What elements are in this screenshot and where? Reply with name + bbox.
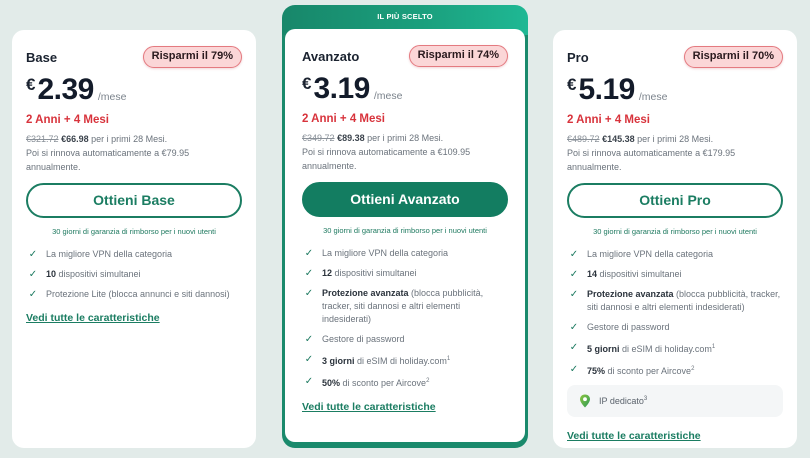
- dedicated-ip-addon: IP dedicato3: [567, 385, 783, 417]
- checkmark-icon: ✓: [569, 322, 579, 333]
- checkmark-icon: ✓: [304, 354, 314, 365]
- checkmark-icon: ✓: [28, 269, 38, 280]
- billing-description: €489.72 €145.38 per i primi 28 Mesi. Poi…: [567, 132, 783, 174]
- checkmark-icon: ✓: [569, 269, 579, 280]
- feature-item: ✓ 14 dispositivi simultanei: [567, 268, 783, 281]
- checkmark-icon: ✓: [304, 288, 314, 299]
- checkmark-icon: ✓: [28, 289, 38, 300]
- feature-item: ✓ Protezione avanzata (blocca pubblicità,…: [302, 287, 508, 326]
- feature-list: ✓ La migliore VPN della categoria ✓ 10 dis…: [26, 248, 242, 301]
- checkmark-icon: ✓: [569, 249, 579, 260]
- feature-item: ✓ 50% di sconto per Aircove2: [302, 375, 508, 390]
- checkmark-icon: ✓: [304, 248, 314, 259]
- first-period-text: per i primi 28 Mesi.: [637, 134, 714, 144]
- first-period-text: per i primi 28 Mesi.: [91, 134, 168, 144]
- currency-symbol: €: [26, 75, 36, 94]
- checkmark-icon: ✓: [569, 342, 579, 353]
- feature-item: ✓ Gestore di password: [302, 333, 508, 346]
- feature-item: ✓ 10 dispositivi simultanei: [26, 268, 242, 281]
- price-period: /mese: [373, 90, 403, 102]
- billing-description: €349.72 €89.38 per i primi 28 Mesi. Poi …: [302, 131, 508, 173]
- renewal-text: Poi si rinnova automaticamente a €79.95 …: [26, 148, 190, 172]
- feature-list: ✓ La migliore VPN della categoria ✓ 12 dis…: [302, 247, 508, 390]
- savings-badge: Risparmi il 74%: [408, 45, 508, 67]
- plan-name: Base: [26, 49, 58, 65]
- money-back-guarantee: 30 giorni di garanzia di rimborso per i …: [323, 226, 487, 235]
- price-period: /mese: [638, 91, 668, 103]
- original-price: €321.72: [26, 134, 59, 144]
- checkmark-icon: ✓: [304, 376, 314, 387]
- get-base-button[interactable]: Ottieni Base: [26, 183, 242, 218]
- feature-item: ✓ 12 dispositivi simultanei: [302, 267, 508, 280]
- checkmark-icon: ✓: [569, 364, 579, 375]
- plan-duration: 2 Anni + 4 Mesi: [26, 114, 109, 126]
- currency-symbol: €: [567, 75, 577, 94]
- original-price: €489.72: [567, 134, 600, 144]
- feature-item: ✓ La migliore VPN della categoria: [302, 247, 508, 260]
- checkmark-icon: ✓: [304, 334, 314, 345]
- checkmark-icon: ✓: [569, 289, 579, 300]
- feature-item: ✓ Protezione Lite (blocca annunci e siti …: [26, 288, 242, 301]
- feature-list: ✓ La migliore VPN della categoria ✓ 14 dis…: [567, 248, 783, 378]
- discounted-price: €89.38: [337, 133, 365, 143]
- get-pro-button[interactable]: Ottieni Pro: [567, 183, 783, 218]
- get-avanzato-button[interactable]: Ottieni Avanzato: [302, 182, 508, 217]
- plan-duration: 2 Anni + 4 Mesi: [567, 114, 650, 126]
- money-back-guarantee: 30 giorni di garanzia di rimborso per i …: [52, 227, 216, 236]
- plan-duration: 2 Anni + 4 Mesi: [302, 113, 385, 125]
- price-period: /mese: [97, 91, 127, 103]
- see-all-features-link[interactable]: Vedi tutte le caratteristiche: [26, 312, 160, 324]
- price: € 3.19 /mese: [302, 70, 508, 106]
- feature-item: ✓ 3 giorni di eSIM di holiday.com1: [302, 353, 508, 368]
- plan-name: Pro: [567, 49, 589, 65]
- price-amount: 3.19: [313, 72, 370, 105]
- feature-item: ✓ Gestore di password: [567, 321, 783, 334]
- discounted-price: €145.38: [602, 134, 635, 144]
- first-period-text: per i primi 28 Mesi.: [367, 133, 444, 143]
- feature-item: ✓ 75% di sconto per Aircove2: [567, 363, 783, 378]
- feature-item: ✓ La migliore VPN della categoria: [26, 248, 242, 261]
- feature-item: ✓ La migliore VPN della categoria: [567, 248, 783, 261]
- price: € 5.19 /mese: [567, 71, 783, 107]
- plan-card-pro: Pro Risparmi il 70% € 5.19 /mese 2 Anni …: [553, 30, 797, 448]
- feature-item: ✓ 5 giorni di eSIM di holiday.com1: [567, 341, 783, 356]
- money-back-guarantee: 30 giorni di garanzia di rimborso per i …: [593, 227, 757, 236]
- renewal-text: Poi si rinnova automaticamente a €179.95…: [567, 148, 736, 172]
- see-all-features-link[interactable]: Vedi tutte le caratteristiche: [302, 401, 436, 413]
- location-pin-icon: [580, 394, 590, 408]
- dedicated-ip-label: IP dedicato3: [599, 396, 648, 406]
- price-amount: 2.39: [37, 73, 94, 106]
- plan-card-avanzato: IL PIÙ SCELTO Avanzato Risparmi il 74% €…: [282, 5, 528, 448]
- discounted-price: €66.98: [61, 134, 89, 144]
- savings-badge: Risparmi il 79%: [142, 46, 242, 68]
- checkmark-icon: ✓: [304, 268, 314, 279]
- price-amount: 5.19: [578, 73, 635, 106]
- billing-description: €321.72 €66.98 per i primi 28 Mesi. Poi …: [26, 132, 242, 174]
- renewal-text: Poi si rinnova automaticamente a €109.95…: [302, 147, 471, 171]
- checkmark-icon: ✓: [28, 249, 38, 260]
- savings-badge: Risparmi il 70%: [683, 46, 783, 68]
- plan-card-base: Base Risparmi il 79% € 2.39 /mese 2 Anni…: [12, 30, 256, 448]
- currency-symbol: €: [302, 74, 312, 93]
- see-all-features-link[interactable]: Vedi tutte le caratteristiche: [567, 430, 701, 442]
- feature-item: ✓ Protezione avanzata (blocca pubblicità,…: [567, 288, 783, 314]
- original-price: €349.72: [302, 133, 335, 143]
- most-popular-ribbon: IL PIÙ SCELTO: [377, 12, 433, 21]
- price: € 2.39 /mese: [26, 71, 242, 107]
- plan-name: Avanzato: [302, 48, 360, 64]
